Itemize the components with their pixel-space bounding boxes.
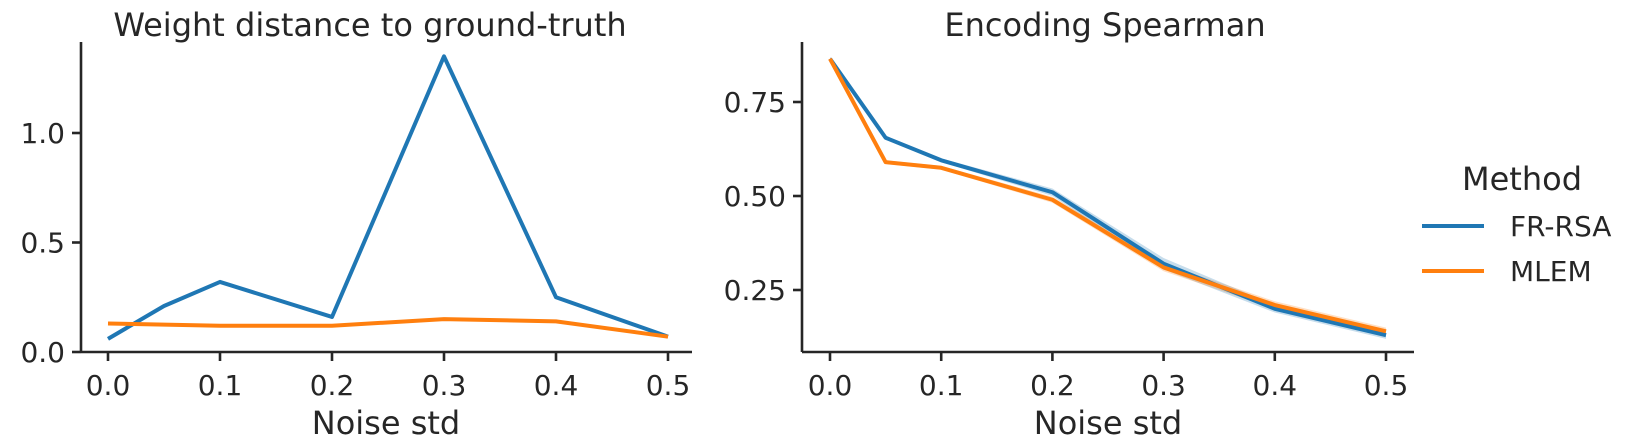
y-tick-label: 1.0	[20, 117, 65, 150]
series-line-mlem	[107, 317, 669, 339]
x-tick-label: 0.2	[310, 369, 355, 402]
chart-title: Encoding Spearman	[944, 6, 1265, 44]
x-tick-label: 0.0	[86, 369, 131, 402]
confidence-band-mlem	[830, 56, 1386, 336]
series-lines	[106, 54, 669, 341]
x-tick-label: 0.2	[1030, 369, 1075, 402]
x-axis-label: Noise std	[312, 404, 460, 442]
legend-label: MLEM	[1510, 255, 1592, 288]
series-lines	[828, 57, 1387, 338]
x-axis-label: Noise std	[1034, 404, 1182, 442]
x-tick-label: 0.5	[646, 369, 691, 402]
chart-title: Weight distance to ground-truth	[113, 6, 626, 44]
y-tick-label: 0.75	[724, 86, 786, 119]
encoding-spearman-panel: Encoding Spearman 0.0 0.1 0.2 0.3 0.4 0.5 0.2…	[724, 6, 1414, 442]
series-line-fr-rsa	[106, 54, 669, 341]
series-line-fr-rsa	[828, 57, 1387, 338]
x-tick-label: 0.1	[198, 369, 243, 402]
legend-label: FR-RSA	[1510, 210, 1611, 243]
x-tick-label: 0.0	[808, 369, 853, 402]
x-axis-ticks: 0.0 0.1 0.2 0.3 0.4 0.5	[808, 352, 1409, 402]
confidence-band-fr-rsa	[830, 56, 1386, 339]
x-tick-label: 0.4	[534, 369, 579, 402]
x-tick-label: 0.4	[1253, 369, 1298, 402]
legend-title: Method	[1462, 160, 1582, 198]
y-tick-label: 0.0	[20, 336, 65, 369]
y-tick-label: 0.25	[724, 274, 786, 307]
x-tick-label: 0.3	[1141, 369, 1186, 402]
series-line-mlem	[828, 57, 1387, 334]
x-tick-label: 0.3	[422, 369, 467, 402]
x-tick-label: 0.5	[1364, 369, 1409, 402]
confidence-bands	[830, 56, 1386, 339]
y-tick-label: 0.50	[724, 180, 786, 213]
x-axis-ticks: 0.0 0.1 0.2 0.3 0.4 0.5	[86, 352, 691, 402]
x-tick-label: 0.1	[919, 369, 964, 402]
weight-distance-panel: Weight distance to ground-truth 0.0 0.1 0.…	[20, 6, 692, 442]
y-axis-ticks: 0.25 0.50 0.75	[724, 86, 802, 307]
y-axis-ticks: 0.0 0.5 1.0	[20, 117, 81, 369]
y-tick-label: 0.5	[20, 227, 65, 260]
legend: Method FR-RSA MLEM	[1422, 160, 1611, 288]
